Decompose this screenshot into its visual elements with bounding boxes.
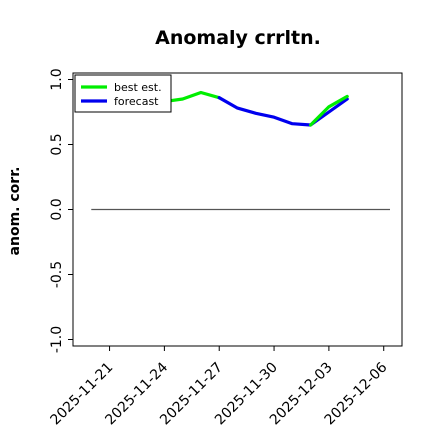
legend-box xyxy=(74,74,172,113)
y-tick-label: 0.0 xyxy=(49,198,65,220)
legend-label: forecast xyxy=(114,95,159,108)
series-line-forecast-1 xyxy=(217,96,349,127)
series-line-unnamed-2 xyxy=(309,94,349,127)
y-tick-label: -0.5 xyxy=(49,261,65,288)
y-tick-label: 0.5 xyxy=(49,133,65,155)
axis-layer: -1.0-0.50.00.51.02025-11-212025-11-24202… xyxy=(48,68,391,428)
chart-title: Anomaly crrltn. xyxy=(155,27,321,49)
legend: best est.forecast xyxy=(74,74,172,113)
y-tick-label: 1.0 xyxy=(49,68,65,90)
y-tick-label: -1.0 xyxy=(49,326,65,353)
y-axis-label: anom. corr. xyxy=(7,167,23,256)
legend-label: best est. xyxy=(114,81,162,94)
